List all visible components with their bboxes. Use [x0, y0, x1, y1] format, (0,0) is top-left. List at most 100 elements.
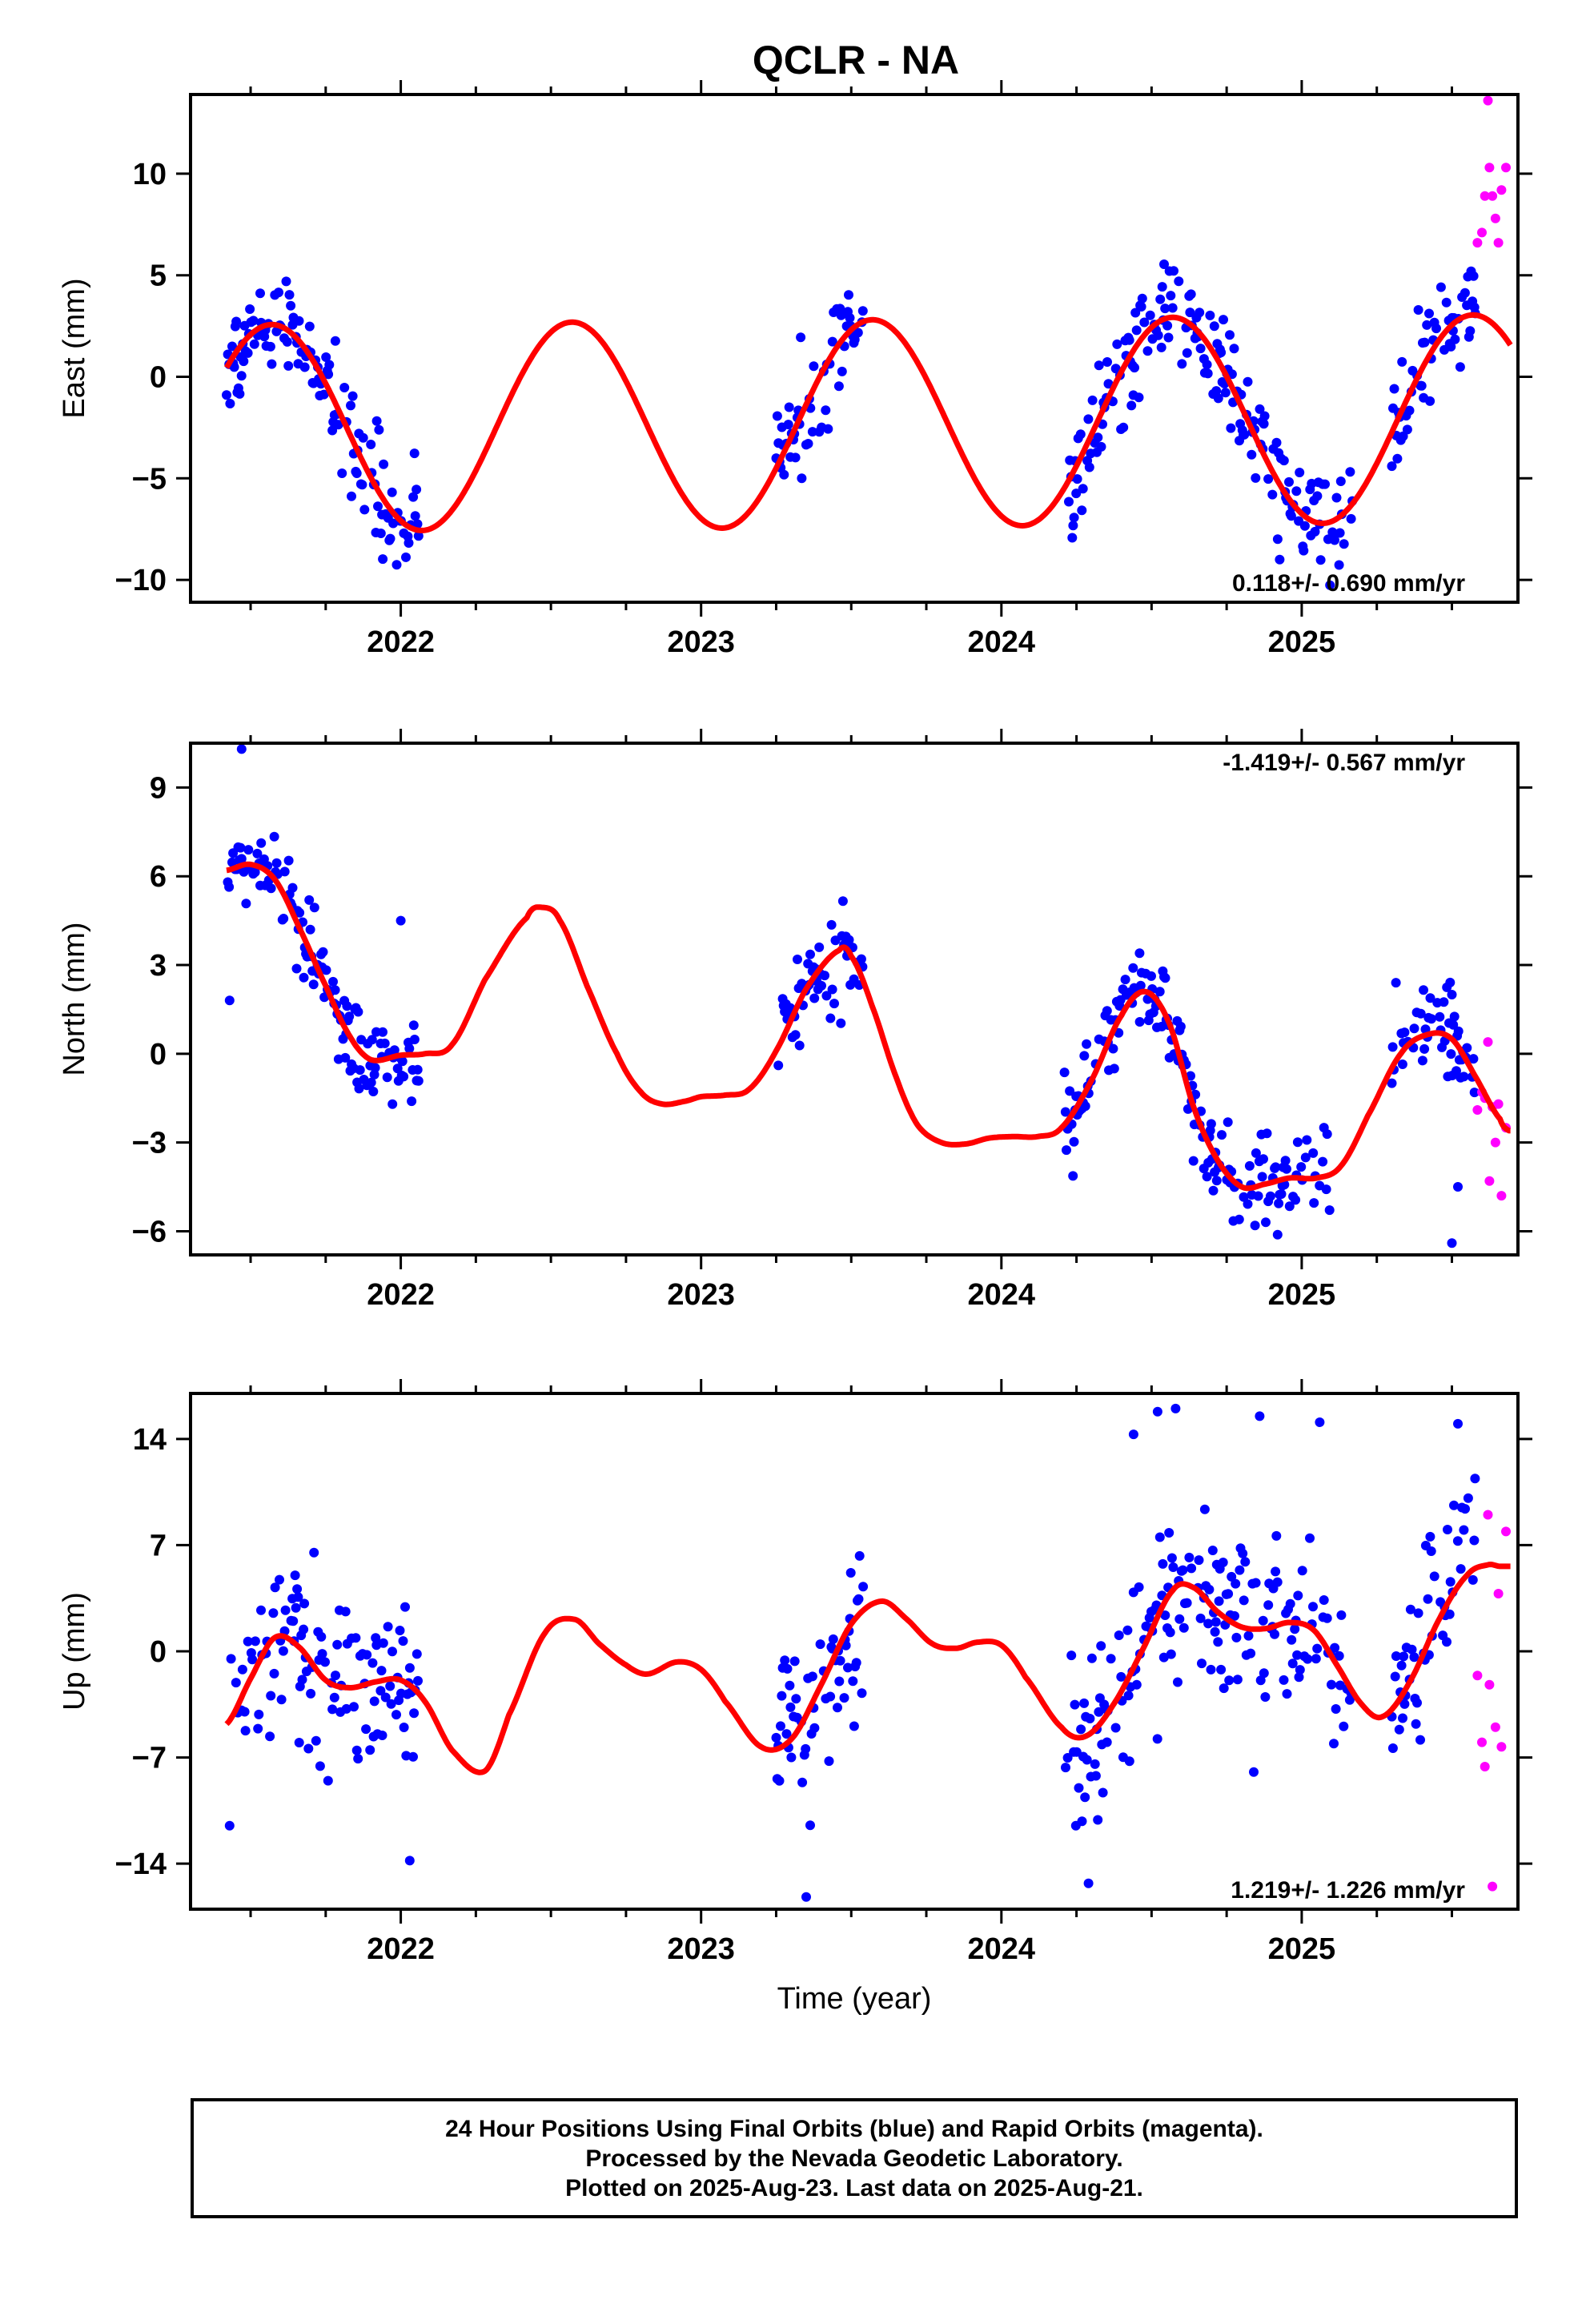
east-rapid-point	[1496, 185, 1507, 195]
east-final-point	[408, 492, 419, 502]
north-final-point	[1244, 1160, 1255, 1171]
up-final-point	[340, 1606, 351, 1617]
up-y-tick-label: −7	[132, 1742, 167, 1775]
east-final-point	[823, 424, 833, 434]
north-final-point	[1318, 1156, 1328, 1167]
north-final-point	[1309, 1198, 1319, 1208]
east-final-point	[319, 389, 329, 400]
up-final-point	[845, 1568, 856, 1578]
east-final-point	[321, 352, 331, 362]
north-final-point	[821, 991, 832, 1001]
up-final-point	[1062, 1753, 1073, 1763]
north-final-point	[1259, 1154, 1268, 1164]
north-final-point	[827, 984, 837, 995]
north-final-point	[279, 914, 289, 923]
up-final-point	[1295, 1665, 1305, 1675]
north-final-point	[1459, 1072, 1469, 1082]
east-final-point	[379, 459, 389, 469]
east-final-point	[1202, 360, 1212, 370]
north-final-point	[397, 1056, 408, 1067]
north-final-point	[1223, 1117, 1233, 1128]
north-final-point	[790, 1030, 801, 1040]
north-rate-label: -1.419+/- 0.567 mm/yr	[1223, 750, 1465, 776]
up-rapid-point	[1477, 1737, 1487, 1747]
north-final-point	[1128, 963, 1138, 973]
north-final-point	[1453, 1026, 1464, 1036]
up-final-point	[1460, 1504, 1470, 1514]
east-y-tick-label: −5	[132, 462, 167, 496]
east-final-point	[283, 360, 294, 371]
up-final-point	[1194, 1555, 1204, 1566]
up-final-point	[1086, 1653, 1097, 1663]
east-final-point	[1272, 534, 1283, 545]
up-final-point	[256, 1605, 266, 1615]
up-final-point	[1203, 1618, 1214, 1629]
up-final-point	[1066, 1651, 1077, 1661]
east-final-point	[1468, 271, 1479, 281]
up-final-point	[1251, 1578, 1261, 1588]
up-final-point	[1445, 1577, 1456, 1587]
east-final-point	[1195, 308, 1205, 318]
up-final-point	[1423, 1594, 1433, 1604]
up-final-point	[854, 1550, 865, 1561]
north-frame	[189, 742, 1520, 1256]
east-final-point	[248, 316, 259, 326]
east-final-point	[351, 468, 362, 478]
up-final-point	[329, 1692, 339, 1703]
up-final-point	[1090, 1759, 1100, 1769]
east-final-point	[330, 336, 340, 346]
east-final-point	[821, 405, 831, 416]
up-final-point	[1411, 1719, 1421, 1729]
up-final-point	[835, 1655, 845, 1666]
east-final-point	[1263, 474, 1274, 485]
up-final-point	[1271, 1530, 1282, 1541]
footer-line-1: 24 Hour Positions Using Final Orbits (bl…	[445, 2115, 1263, 2142]
footer-line-2: Processed by the Nevada Geodetic Laborat…	[585, 2145, 1123, 2172]
up-final-point	[378, 1638, 388, 1648]
north-final-point	[1261, 1217, 1271, 1228]
up-final-point	[1134, 1582, 1144, 1592]
chart-title: QCLR - NA	[752, 38, 960, 82]
north-final-point	[1175, 1021, 1186, 1031]
up-final-point	[243, 1636, 253, 1647]
north-y-tick-label: 3	[150, 949, 167, 983]
east-final-point	[857, 306, 868, 316]
north-final-point	[366, 1077, 376, 1088]
north-final-point	[1447, 990, 1457, 999]
north-final-point	[241, 899, 251, 909]
north-rapid-point	[1490, 1137, 1500, 1148]
north-model-curve	[225, 861, 1512, 1192]
east-final-point	[1345, 467, 1355, 477]
up-final-point	[341, 1703, 351, 1714]
east-final-point	[1416, 380, 1427, 391]
up-final-point	[367, 1658, 378, 1668]
north-final-point	[1397, 1059, 1407, 1069]
up-final-point	[369, 1696, 379, 1707]
up-final-point	[1178, 1622, 1189, 1633]
up-final-point	[395, 1626, 405, 1635]
north-final-point	[844, 935, 854, 945]
north-rapid-point	[1496, 1191, 1507, 1201]
up-final-point	[781, 1729, 792, 1739]
up-final-point	[1330, 1642, 1340, 1653]
up-final-point	[791, 1694, 801, 1704]
up-final-point	[387, 1647, 397, 1657]
east-final-point	[784, 402, 794, 412]
east-final-point	[401, 552, 411, 562]
up-rapid-point	[1490, 1722, 1500, 1732]
up-final-point	[1090, 1771, 1101, 1781]
up-rapid-point	[1501, 1526, 1511, 1537]
up-final-point	[1173, 1677, 1182, 1687]
up-final-point	[1292, 1650, 1303, 1660]
up-final-point	[1207, 1546, 1218, 1555]
east-final-point	[249, 339, 259, 349]
up-final-point	[1074, 1783, 1084, 1793]
north-final-point	[773, 1060, 784, 1071]
north-final-point	[1300, 1152, 1311, 1163]
east-final-point	[225, 399, 235, 408]
north-final-point	[330, 985, 340, 995]
up-final-point	[1246, 1648, 1256, 1659]
north-final-point	[1059, 1068, 1070, 1078]
east-final-point	[1169, 266, 1178, 276]
east-final-point	[327, 425, 338, 436]
